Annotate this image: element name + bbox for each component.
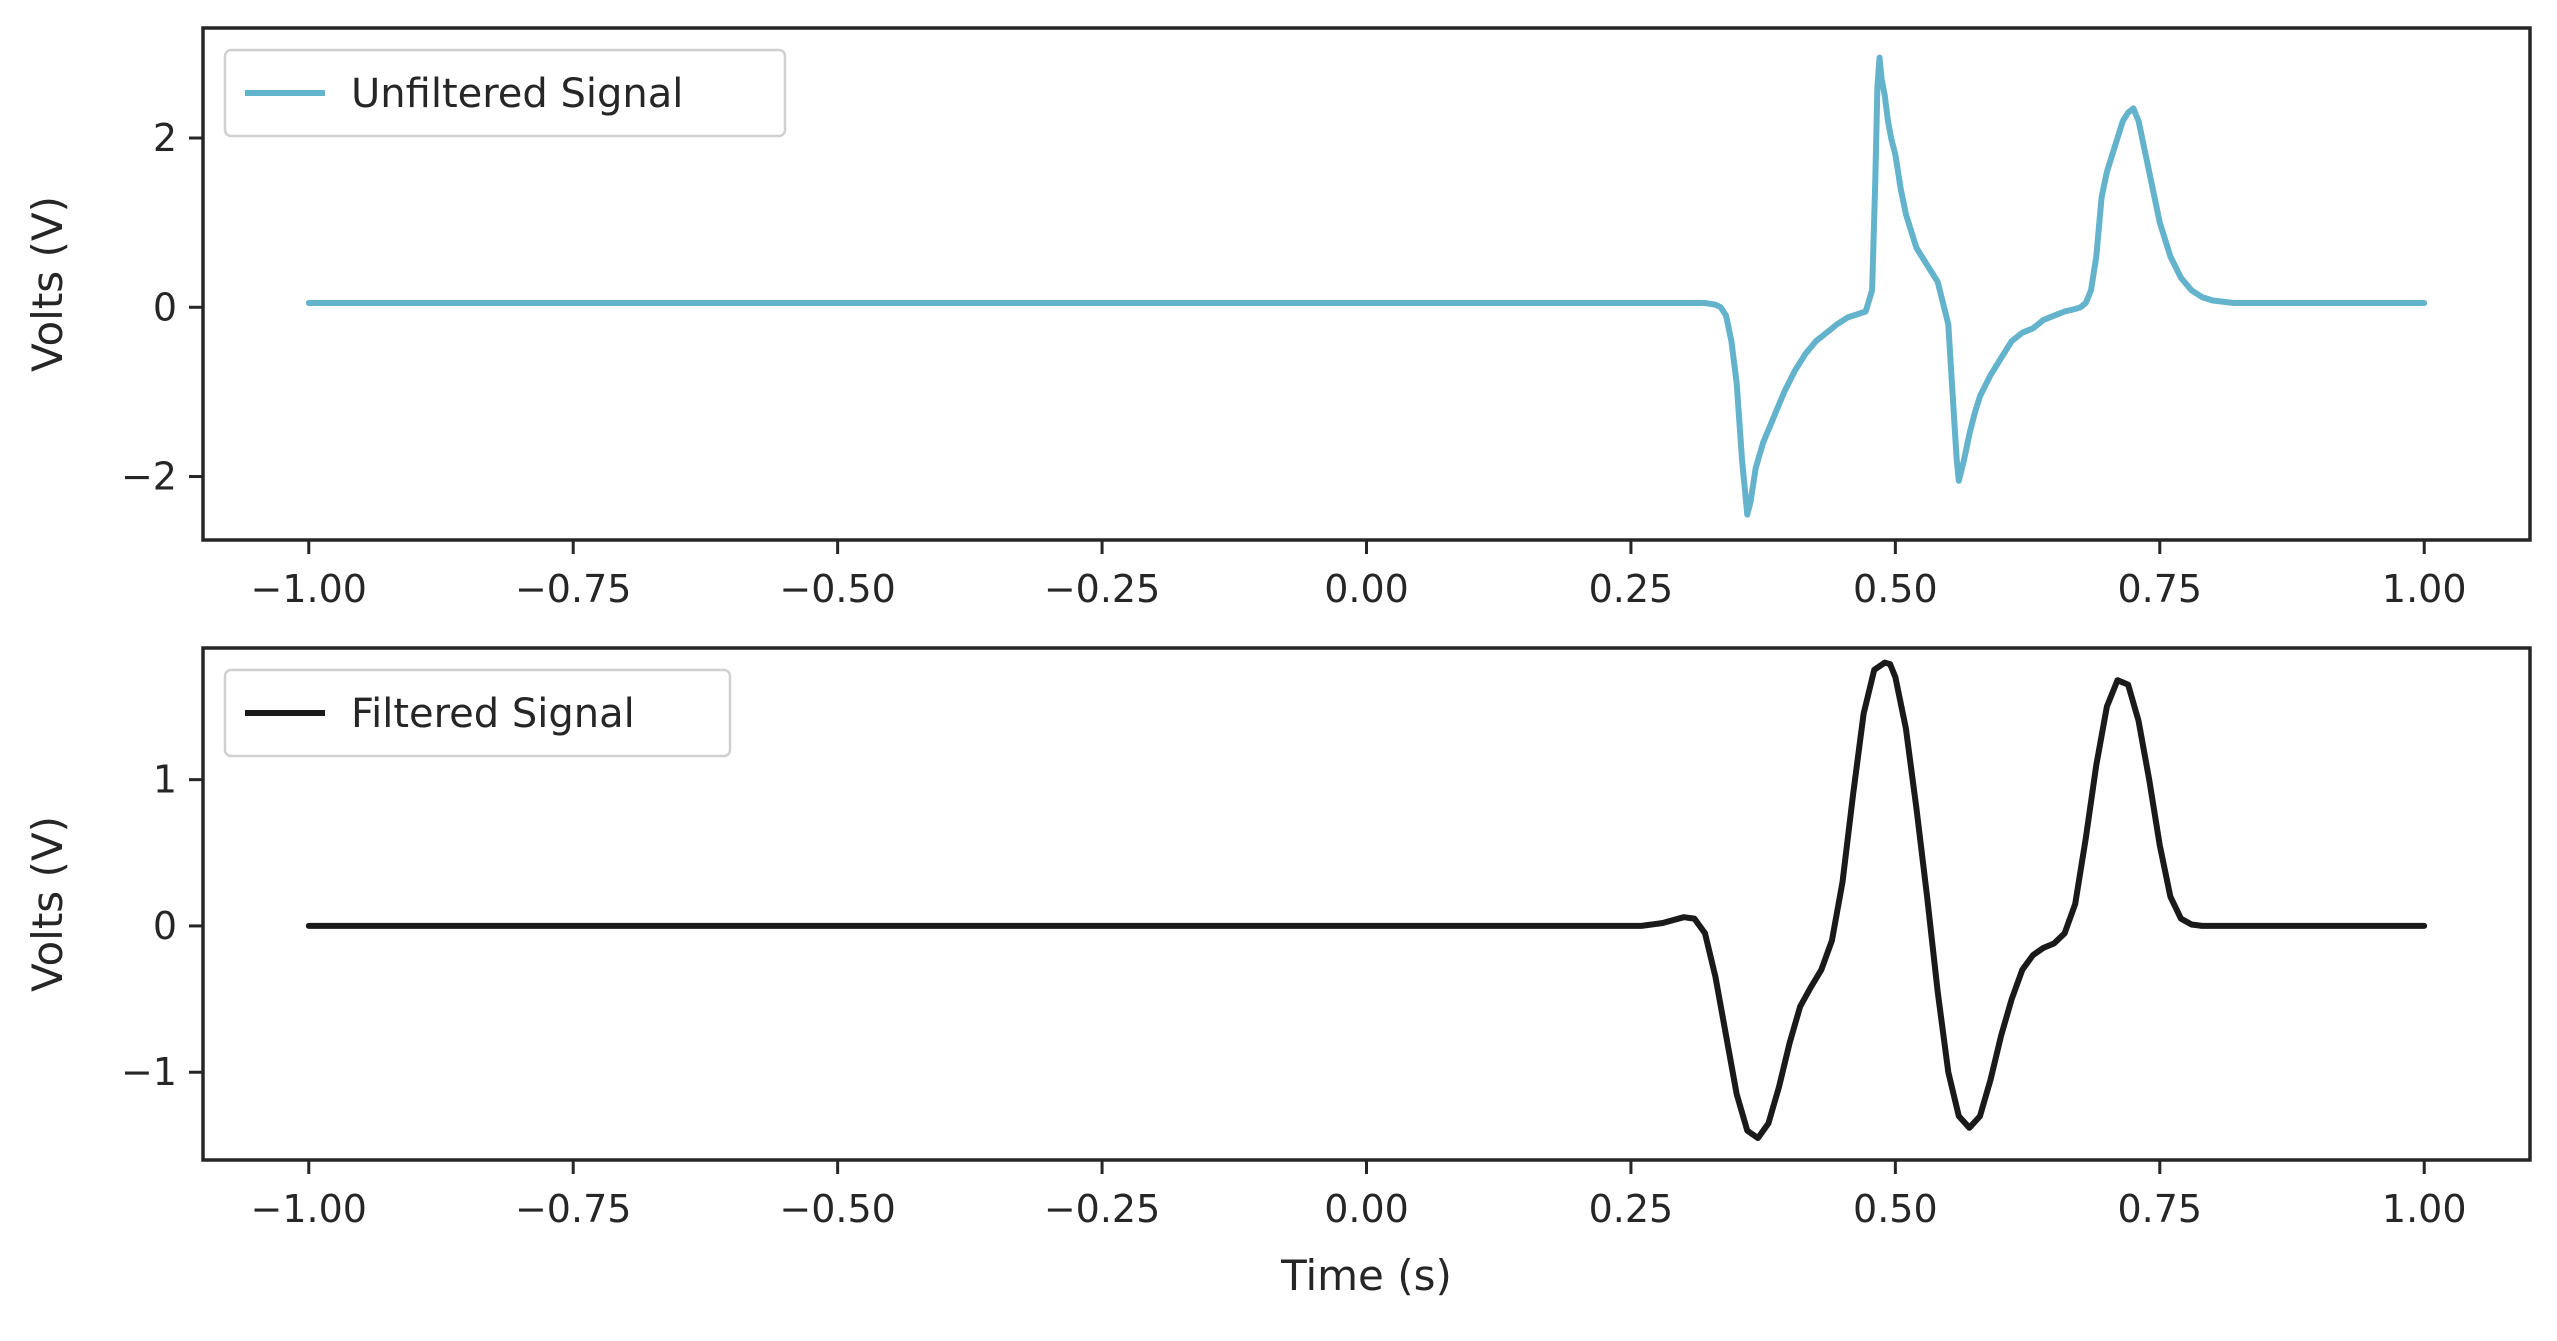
x-tick-label: 0.50 (1853, 1187, 1938, 1231)
x-axis-label: Time (s) (1280, 1251, 1452, 1300)
legend-entry: Unfiltered Signal (351, 71, 683, 117)
x-tick-label: −0.75 (515, 567, 631, 611)
x-tick-label: 0.00 (1324, 1187, 1409, 1231)
legend-box (223, 668, 732, 758)
x-tick-label: 0.25 (1589, 567, 1674, 611)
y-axis-label: Volts (V) (23, 196, 72, 372)
x-tick-label: 0.25 (1589, 1187, 1674, 1231)
plot-area (305, 54, 2428, 518)
x-tick-label: 1.00 (2382, 1187, 2467, 1231)
x-tick-label: 1.00 (2382, 567, 2467, 611)
y-axis-label: Volts (V) (23, 816, 72, 992)
x-tick-label: 0.50 (1853, 567, 1938, 611)
y-tick-label: 1 (153, 758, 177, 802)
x-tick-label: −0.50 (779, 567, 895, 611)
y-tick-label: −1 (121, 1050, 177, 1094)
x-tick-label: −0.25 (1044, 567, 1160, 611)
x-tick-label: −1.00 (251, 567, 367, 611)
x-tick-label: 0.75 (2117, 567, 2202, 611)
series-line-0 (305, 54, 2428, 518)
y-tick-label: 0 (153, 285, 177, 329)
y-tick-label: 2 (153, 116, 177, 160)
y-tick-label: 0 (153, 904, 177, 948)
legend-box (223, 48, 787, 138)
bottom-panel: −1.00 −0.75 −0.50 −0.25 0.00 0.25 0.50 0.75 1.00… (23, 646, 2532, 1300)
x-tick-label: −0.75 (515, 1187, 631, 1231)
x-tick-label: 0.00 (1324, 567, 1409, 611)
x-tick-label: 0.75 (2117, 1187, 2202, 1231)
series-line-0 (305, 659, 2428, 1142)
top-panel: −1.00 −0.75 −0.50 −0.25 0.00 0.25 0.50 0.75 1.00… (23, 26, 2532, 611)
legend-entry: Filtered Signal (351, 691, 635, 737)
x-tick-label: −1.00 (251, 1187, 367, 1231)
y-tick-label: −2 (121, 455, 177, 499)
plot-area (305, 659, 2428, 1142)
x-tick-label: −0.50 (779, 1187, 895, 1231)
x-tick-label: −0.25 (1044, 1187, 1160, 1231)
